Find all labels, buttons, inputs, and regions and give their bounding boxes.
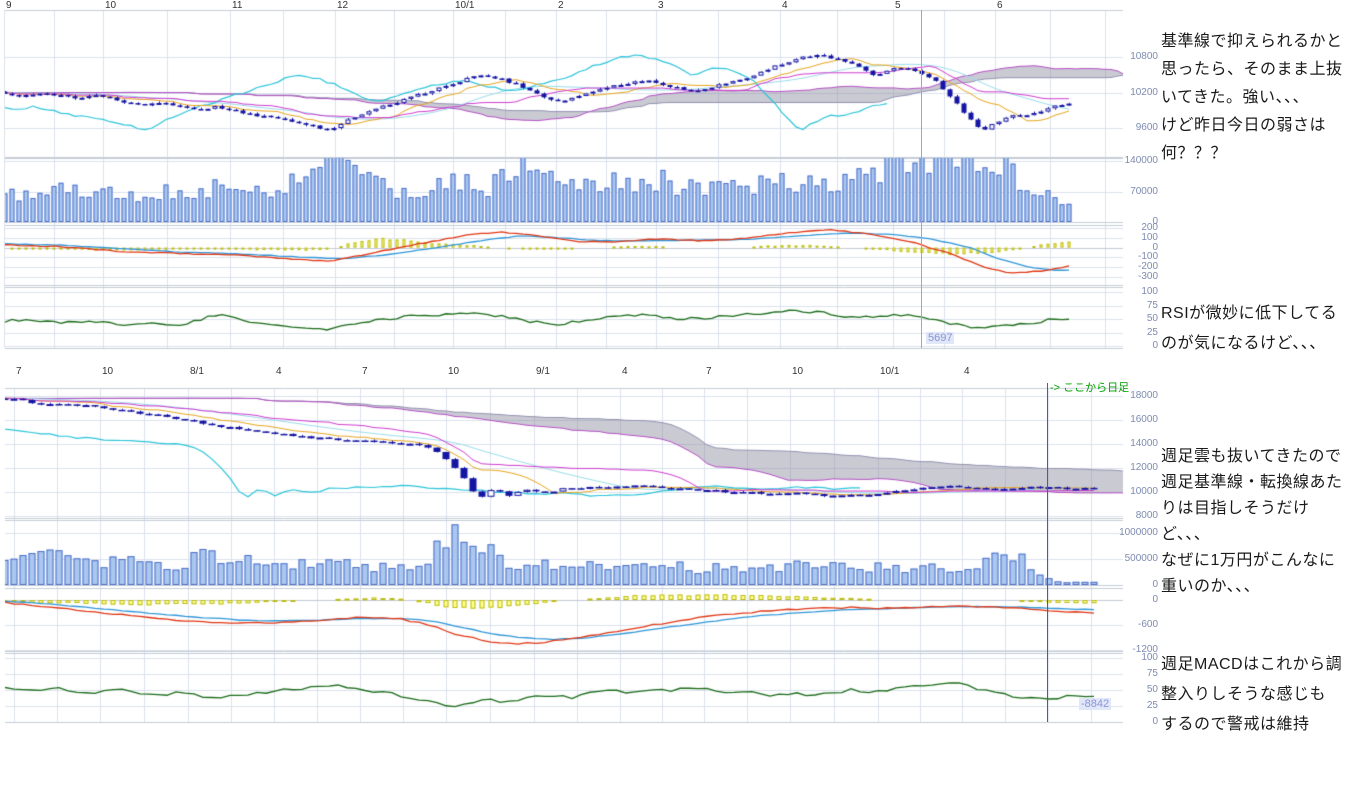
x-tick-label: 10 (102, 366, 114, 377)
y-axis-label-macd: 100 (1141, 231, 1158, 243)
x-tick-label: 9/1 (536, 366, 550, 377)
y-axis-label-rsi: 75 (1146, 668, 1158, 679)
y-axis-label-macd: -300 (1137, 271, 1158, 282)
note-line: 週足基準線・転換線あた (1161, 474, 1343, 491)
x-tick-label: 7 (706, 366, 712, 377)
note-line: 週足雲も抜いてきたので (1161, 448, 1342, 465)
y-axis-label-macd: -100 (1137, 251, 1158, 263)
x-tick-label: 10 (448, 366, 460, 377)
note-line: りは目指しそうだけ (1161, 500, 1310, 517)
daily-indicator-readout: 5697 (926, 332, 955, 344)
x-tick-label: 3 (658, 0, 664, 11)
x-tick-label: 5 (895, 0, 901, 11)
x-tick-label: 4 (782, 0, 788, 11)
y-axis-label-price: 12000 (1130, 462, 1158, 473)
y-axis-label-price: 16000 (1130, 414, 1158, 425)
daily-start-marker-label[interactable]: -> ここから日足 (1050, 382, 1130, 394)
y-axis-label-price: 14000 (1130, 438, 1158, 449)
y-axis-label-macd: 0 (1152, 241, 1158, 253)
y-axis-label-volume: 500000 (1124, 553, 1158, 564)
daily-chart-canvas[interactable] (0, 0, 1125, 352)
daily-start-marker-line[interactable] (1047, 383, 1048, 722)
x-tick-label: 10 (105, 0, 117, 11)
y-axis-label-rsi: 100 (1141, 286, 1158, 297)
note-line: なぜに1万円がこんなに (1161, 552, 1336, 569)
y-axis-label-volume: 0 (1152, 579, 1158, 590)
y-axis-label-macd: -1200 (1132, 644, 1158, 655)
note-line: いてきた。強い、、、 (1161, 89, 1310, 106)
note-line: するので警戒は維持 (1161, 716, 1310, 733)
x-tick-label: 12 (337, 0, 349, 11)
x-tick-label: 4 (276, 366, 282, 377)
y-axis-label-volume: 70000 (1130, 185, 1158, 197)
y-axis-label-rsi: 25 (1146, 700, 1158, 711)
y-axis-label-volume: 1000000 (1119, 527, 1158, 538)
x-tick-label: 6 (997, 0, 1003, 11)
y-axis-label-price: 18000 (1130, 390, 1158, 401)
crosshair-line (921, 10, 922, 348)
note-line: のが気になるけど、、、 (1161, 335, 1326, 352)
x-tick-label: 4 (964, 366, 970, 377)
note-line: RSIが微妙に低下してる (1161, 305, 1338, 322)
y-axis-label-rsi: 100 (1141, 652, 1158, 663)
y-axis-label-price: 8000 (1135, 510, 1158, 521)
weekly-indicator-readout: -8842 (1079, 698, 1112, 710)
weekly-chart-canvas[interactable] (0, 365, 1125, 740)
y-axis-label-macd: 200 (1141, 222, 1158, 233)
y-axis-label-price: 10800 (1130, 51, 1158, 62)
y-axis-label-macd: -200 (1137, 261, 1158, 273)
y-axis-label-rsi: 0 (1152, 340, 1158, 351)
note-line: 週足MACDはこれから調 (1161, 656, 1343, 673)
note-line: 基準線で抑えられるかと (1161, 33, 1343, 50)
y-axis-label-rsi: 50 (1146, 684, 1158, 695)
y-axis-label-macd: 0 (1152, 594, 1158, 605)
y-axis-label-price: 10000 (1130, 486, 1158, 497)
y-axis-label-rsi: 75 (1146, 299, 1158, 311)
x-tick-label: 8/1 (190, 366, 204, 377)
x-tick-label: 11 (232, 0, 243, 11)
note-line: 重いのか、、、 (1161, 578, 1261, 595)
note-line: 整入りしそうな感じも (1161, 686, 1327, 703)
y-axis-label-price: 9600 (1135, 122, 1158, 133)
note-block-1: 基準線で抑えられるかと 思ったら、そのまま上抜 いてきた。強い、、、 けど昨日今日の弱… (1161, 28, 1365, 168)
note-block-3: 週足雲も抜いてきたので 週足基準線・転換線あた りは目指しそうだけ ど、、、なぜに1万… (1161, 444, 1365, 600)
x-tick-label: 7 (362, 366, 368, 377)
x-tick-label: 2 (558, 0, 564, 11)
y-axis-label-volume: 140000 (1124, 155, 1158, 166)
note-block-4: 週足MACDはこれから調 整入りしそうな感じも するので警戒は維持 (1161, 650, 1365, 740)
y-axis-label-volume: 0 (1152, 216, 1158, 227)
x-tick-label: 10/1 (880, 366, 900, 377)
note-line: けど昨日今日の弱さは (1161, 117, 1327, 134)
note-line: 思ったら、そのまま上抜 (1161, 61, 1343, 78)
note-line: 何？？？ (1161, 145, 1228, 162)
x-tick-label: 10/1 (455, 0, 475, 11)
x-tick-label: 7 (16, 366, 22, 377)
y-axis-label-rsi: 50 (1146, 313, 1158, 324)
y-axis-label-macd: -600 (1137, 619, 1158, 630)
note-block-2: RSIが微妙に低下してる のが気になるけど、、、 (1161, 299, 1365, 359)
x-tick-label: 9 (6, 0, 12, 11)
y-axis-label-rsi: 25 (1146, 326, 1158, 338)
note-line: ど、、、 (1161, 526, 1211, 543)
y-axis-label-price: 10200 (1130, 86, 1158, 98)
x-tick-label: 10 (792, 366, 804, 377)
x-tick-label: 4 (622, 366, 628, 377)
y-axis-label-rsi: 0 (1152, 716, 1158, 727)
